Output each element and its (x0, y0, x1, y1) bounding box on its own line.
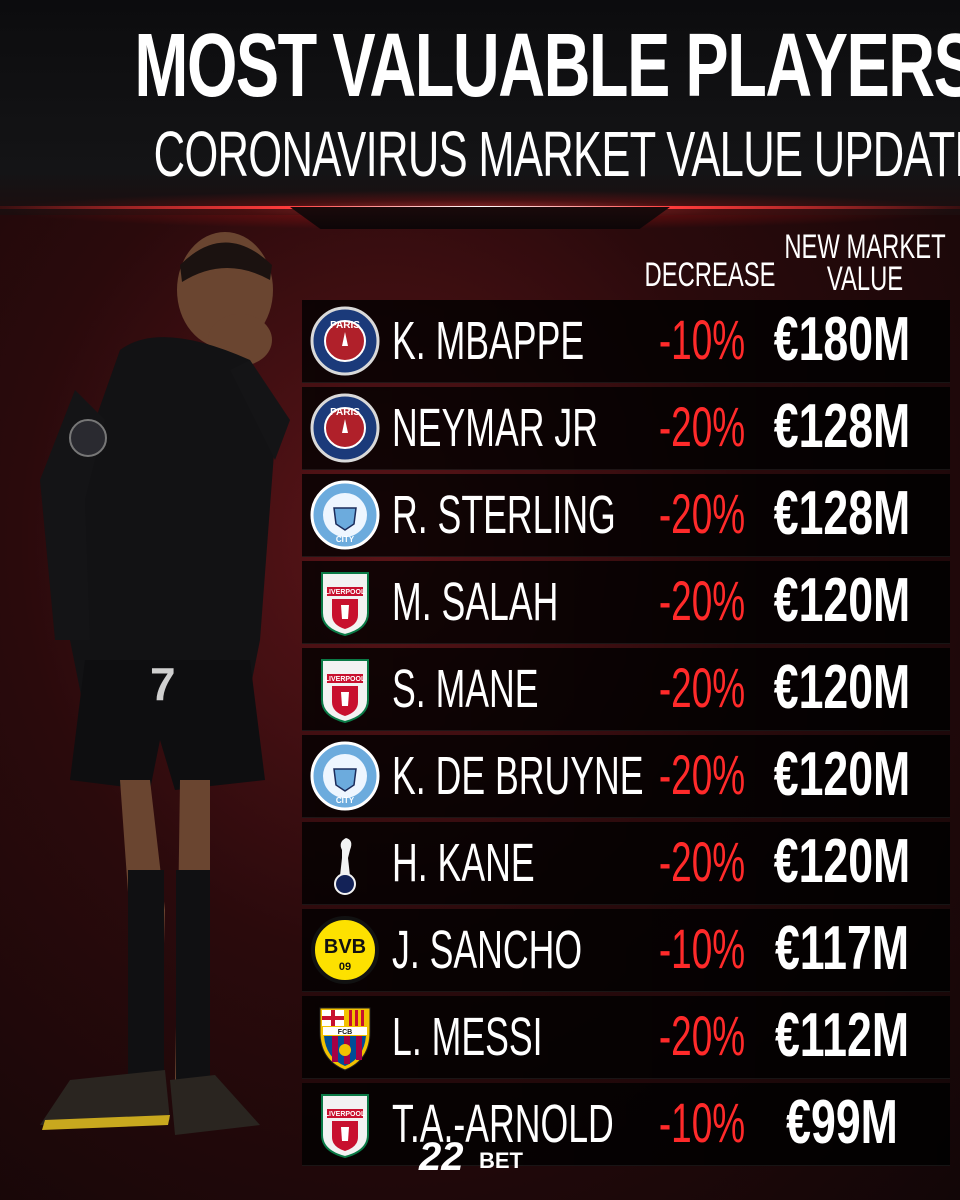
value-column-header-line2: VALUE (826, 260, 904, 298)
brand-text: BET (479, 1148, 524, 1173)
value-decrease: -20% (658, 395, 746, 458)
liverpool-crest-icon: LIVERPOOL (321, 659, 369, 724)
market-value: €112M (774, 1001, 910, 1070)
market-value: €128M (773, 479, 911, 548)
player-name: M. SALAH (392, 572, 559, 632)
header-band (0, 0, 960, 215)
player-row: FCB L. MESSI -20% €112M (302, 996, 950, 1079)
player-name: K. DE BRUYNE (392, 746, 644, 806)
player-row: CITY R. STERLING -20% €128M (302, 474, 950, 557)
market-value: €120M (773, 740, 911, 809)
liverpool-crest-icon: LIVERPOOL (321, 1094, 369, 1159)
value-decrease: -20% (658, 569, 746, 632)
market-value: €120M (773, 827, 911, 896)
player-silhouette: 7 (40, 232, 290, 1135)
value-decrease: -10% (658, 917, 746, 980)
player-name: NEYMAR JR (392, 398, 598, 458)
brand-number: 22 (418, 1135, 464, 1179)
tottenham-crest-icon (334, 838, 356, 895)
page-subtitle: CORONAVIRUS MARKET VALUE UPDATE (153, 118, 960, 190)
crest-year: 09 (339, 961, 351, 973)
crest-label: CITY (336, 796, 355, 805)
liverpool-crest-icon: LIVERPOOL (321, 572, 369, 637)
barcelona-crest-icon: FCB (319, 1007, 371, 1071)
player-row: H. KANE -20% €120M (302, 822, 950, 905)
man-city-crest-icon: CITY (310, 741, 380, 811)
market-value: €120M (773, 653, 911, 722)
player-name: T.A.-ARNOLD (392, 1094, 614, 1154)
crest-label: PARIS (330, 407, 360, 418)
brand-logo: 22 BET (418, 1135, 524, 1179)
crest-label: BVB (324, 936, 366, 958)
svg-text:7: 7 (150, 658, 176, 710)
market-value: €180M (773, 305, 911, 374)
value-decrease: -20% (658, 830, 746, 893)
crest-label: LIVERPOOL (325, 676, 366, 683)
crest-label: CITY (336, 535, 355, 544)
page-title: MOST VALUABLE PLAYERS (134, 16, 960, 116)
player-row: BVB 09 J. SANCHO -10% €117M (302, 909, 950, 992)
crest-label: PARIS (330, 320, 360, 331)
player-name: L. MESSI (392, 1007, 543, 1067)
divider-notch (290, 207, 670, 229)
market-value: €99M (786, 1088, 898, 1157)
player-name: S. MANE (392, 659, 539, 719)
value-decrease: -20% (658, 1004, 746, 1067)
player-name: K. MBAPPE (392, 311, 585, 371)
bvb-crest-icon: BVB 09 (311, 916, 379, 984)
value-decrease: -20% (658, 743, 746, 806)
player-row: LIVERPOOL M. SALAH -20% €120M (302, 561, 950, 644)
value-decrease: -20% (658, 656, 746, 719)
player-row: CITY K. DE BRUYNE -20% €120M (302, 735, 950, 818)
player-row: LIVERPOOL T.A.-ARNOLD -10% €99M (302, 1083, 950, 1166)
market-value: €117M (774, 914, 910, 983)
market-value: €120M (773, 566, 911, 635)
crest-label: LIVERPOOL (325, 1111, 366, 1118)
player-name: H. KANE (392, 833, 535, 893)
psg-crest-icon: PARIS (310, 393, 380, 463)
player-name: J. SANCHO (392, 920, 583, 980)
man-city-crest-icon: CITY (310, 480, 380, 550)
player-list: PARIS K. MBAPPE -10% €180M PARIS NEYMAR … (302, 300, 950, 1170)
player-name: R. STERLING (392, 485, 616, 545)
value-column-header-line1: NEW MARKET (784, 228, 946, 266)
psg-crest-icon: PARIS (310, 306, 380, 376)
market-value: €128M (773, 392, 911, 461)
value-decrease: -10% (658, 308, 746, 371)
player-row: PARIS K. MBAPPE -10% €180M (302, 300, 950, 383)
value-decrease: -20% (658, 482, 746, 545)
decrease-column-header: DECREASE (644, 256, 776, 294)
crest-label: LIVERPOOL (325, 589, 366, 596)
player-row: LIVERPOOL S. MANE -20% €120M (302, 648, 950, 731)
crest-label: FCB (338, 1029, 352, 1036)
value-decrease: -10% (658, 1091, 746, 1154)
player-row: PARIS NEYMAR JR -20% €128M (302, 387, 950, 470)
